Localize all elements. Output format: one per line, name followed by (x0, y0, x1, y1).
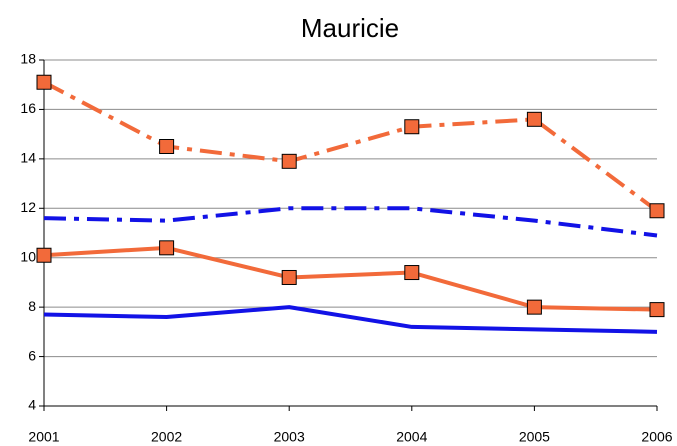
marker (159, 139, 175, 154)
marker (649, 203, 665, 219)
y-tick-label: 10 (20, 248, 36, 264)
marker (281, 153, 297, 169)
y-tick-label: 8 (28, 298, 36, 314)
chart-title: Mauricie (301, 13, 399, 43)
marker (281, 269, 297, 285)
marker (404, 119, 420, 135)
x-tick-label: 2005 (519, 429, 550, 445)
x-tick-label: 2004 (396, 429, 427, 445)
series-line (43, 80, 659, 213)
marker (526, 299, 542, 315)
marker (159, 240, 175, 256)
series-line (43, 245, 658, 312)
y-tick-label: 16 (20, 100, 36, 116)
x-tick-label: 2002 (151, 429, 182, 445)
y-tick-label: 4 (28, 397, 36, 413)
y-tick-label: 18 (20, 51, 36, 67)
marker (36, 74, 52, 90)
x-tick-label: 2006 (641, 429, 672, 445)
marker (36, 247, 52, 263)
marker (649, 302, 665, 318)
marker (404, 265, 420, 281)
x-tick-label: 2003 (274, 429, 305, 445)
series-line (43, 305, 658, 334)
y-tick-label: 12 (20, 199, 36, 215)
y-tick-label: 6 (28, 347, 36, 363)
series-line (43, 206, 658, 238)
marker (526, 111, 542, 127)
y-tick-label: 14 (20, 150, 36, 166)
x-tick-label: 2001 (28, 429, 59, 445)
